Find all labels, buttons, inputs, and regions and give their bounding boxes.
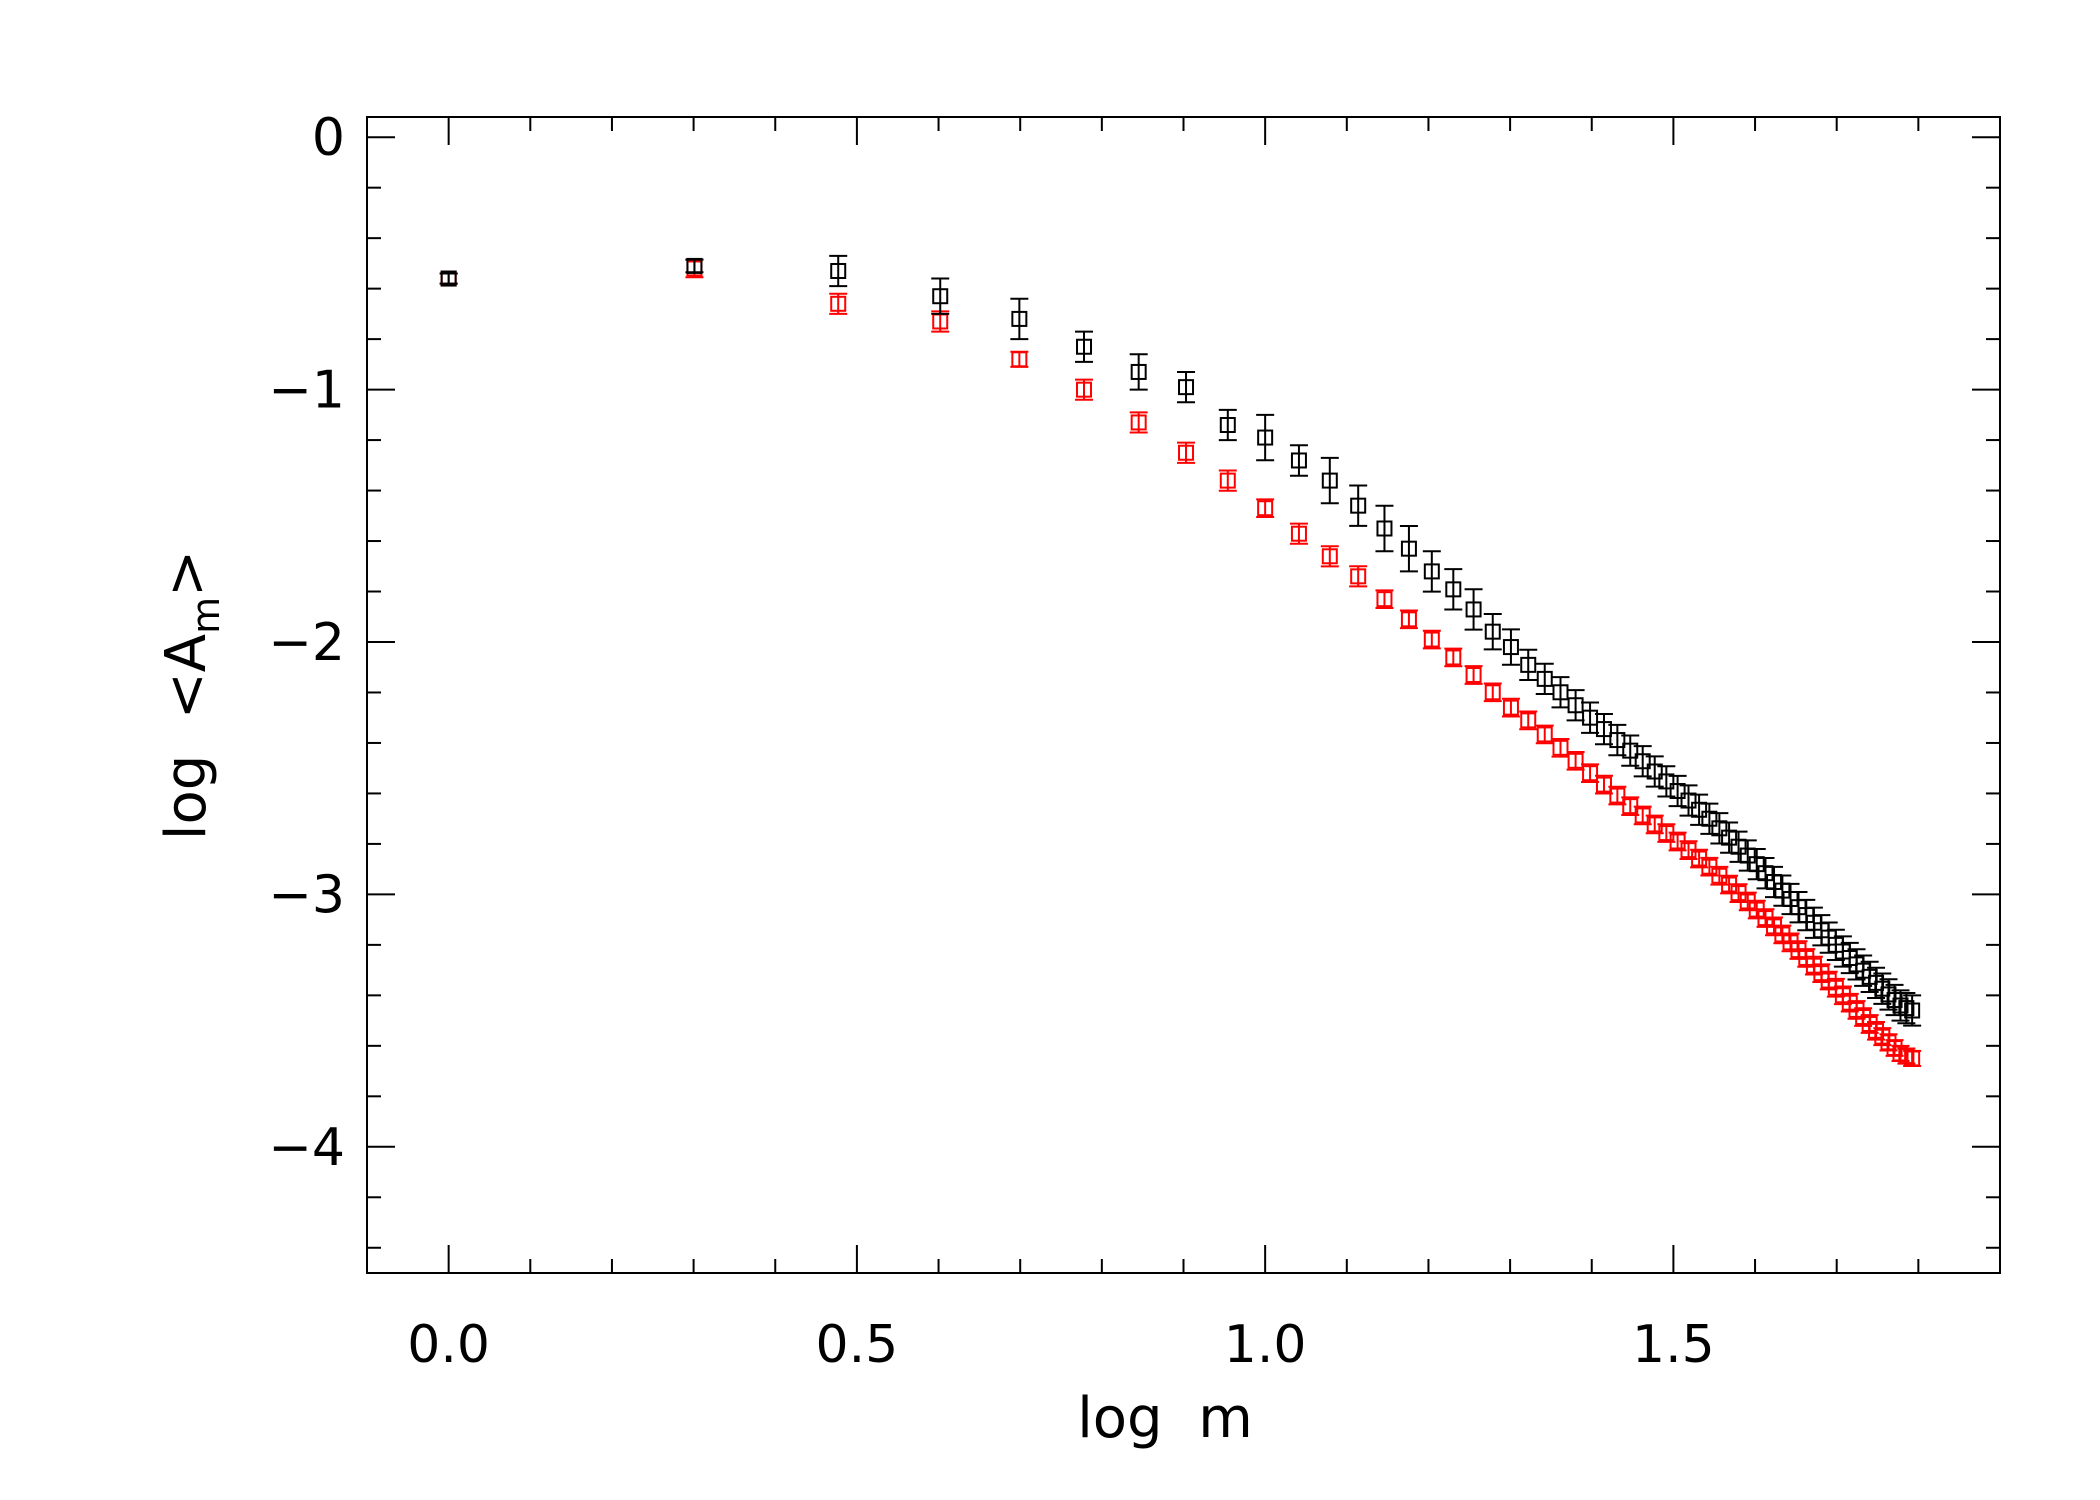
y-axis-label-end: > xyxy=(154,550,219,597)
data-point-square xyxy=(1445,649,1462,666)
data-point-square xyxy=(1730,838,1747,855)
data-point-square xyxy=(1904,1050,1921,1067)
data-point-square xyxy=(1680,792,1697,809)
data-point-square xyxy=(1350,568,1367,585)
data-point-square xyxy=(1536,670,1553,687)
data-point-square xyxy=(1219,416,1236,433)
data-point-square xyxy=(1904,1002,1921,1019)
x-tick-labels: 0.0 0.5 1.0 1.5 xyxy=(407,1315,1714,1375)
data-point-square xyxy=(1622,742,1639,759)
x-tick-label: 1.0 xyxy=(1224,1315,1307,1375)
data-point-square xyxy=(1646,763,1663,780)
data-point-square xyxy=(1552,739,1569,756)
data-point-square xyxy=(1595,776,1612,793)
data-point-square xyxy=(1711,820,1728,837)
series-layer xyxy=(439,254,1922,1068)
y-axis-label-main: log <A xyxy=(154,634,219,840)
data-point-square xyxy=(1465,667,1482,684)
y-tick-label: −4 xyxy=(268,1118,345,1178)
data-point-square xyxy=(440,270,457,287)
data-point-square xyxy=(1595,721,1612,738)
y-tick-label: −2 xyxy=(268,613,345,673)
data-point-square xyxy=(1257,429,1274,446)
data-point-square xyxy=(1691,801,1708,818)
data-point-square xyxy=(1669,783,1686,800)
data-point-square xyxy=(1445,581,1462,598)
data-point-square xyxy=(1178,444,1195,461)
data-point-square xyxy=(1350,497,1367,514)
y-tick-label: 0 xyxy=(312,108,345,168)
data-point-square xyxy=(1465,601,1482,618)
y-tick-labels: 0 −1 −2 −3 −4 xyxy=(268,108,345,1178)
data-point-square xyxy=(1321,548,1338,565)
data-point-square xyxy=(932,288,949,305)
data-point-square xyxy=(1721,829,1738,846)
data-point-square xyxy=(1423,631,1440,648)
data-point-square xyxy=(1400,540,1417,557)
data-point-square xyxy=(1609,732,1626,749)
axis-ticks xyxy=(367,117,2000,1273)
data-point-square xyxy=(1567,697,1584,714)
data-point-square xyxy=(1178,379,1195,396)
data-point-square xyxy=(1520,712,1537,729)
data-point-square xyxy=(1400,611,1417,628)
data-point-square xyxy=(1520,656,1537,673)
data-point-square xyxy=(1898,1000,1915,1017)
x-tick-label: 0.0 xyxy=(407,1315,490,1375)
data-point-square xyxy=(1290,452,1307,469)
data-point-square xyxy=(830,295,847,312)
data-point-square xyxy=(1892,997,1909,1014)
data-point-square xyxy=(1582,765,1599,782)
data-point-square xyxy=(1536,726,1553,743)
data-point-square xyxy=(1076,338,1093,355)
y-tick-label: −3 xyxy=(268,865,345,925)
data-point-square xyxy=(1290,525,1307,542)
data-point-square xyxy=(1502,639,1519,656)
data-point-square xyxy=(1609,787,1626,804)
data-point-square xyxy=(1552,684,1569,701)
data-point-square xyxy=(686,257,703,274)
data-point-square xyxy=(1130,414,1147,431)
plot-frame xyxy=(366,116,2001,1274)
data-point-square xyxy=(1634,753,1651,770)
series-black xyxy=(439,254,1922,1027)
y-axis-label-subscript: m xyxy=(184,597,228,634)
data-point-square xyxy=(1484,623,1501,640)
data-point-square xyxy=(1582,709,1599,726)
data-point-square xyxy=(1011,351,1028,368)
data-point-square xyxy=(1130,363,1147,380)
data-point-square xyxy=(1898,1048,1915,1065)
y-tick-label: −1 xyxy=(268,361,345,421)
data-point-square xyxy=(1376,520,1393,537)
data-point-square xyxy=(1658,773,1675,790)
y-axis-label: log <Am> xyxy=(154,550,228,840)
data-point-square xyxy=(1376,591,1393,608)
data-point-square xyxy=(830,262,847,279)
data-point-square xyxy=(1321,472,1338,489)
data-point-square xyxy=(1701,810,1718,827)
data-point-square xyxy=(1011,310,1028,327)
x-axis-label: log m xyxy=(1077,1386,1253,1451)
data-point-square xyxy=(1219,472,1236,489)
data-point-square xyxy=(1886,992,1903,1009)
data-point-square xyxy=(1257,500,1274,517)
data-point-square xyxy=(1423,563,1440,580)
data-point-square xyxy=(1892,1045,1909,1062)
x-tick-label: 0.5 xyxy=(816,1315,899,1375)
series-red xyxy=(439,258,1922,1068)
data-point-square xyxy=(1484,684,1501,701)
data-point-square xyxy=(1502,699,1519,716)
x-tick-label: 1.5 xyxy=(1632,1315,1715,1375)
data-point-square xyxy=(1567,752,1584,769)
data-point-square xyxy=(1076,381,1093,398)
